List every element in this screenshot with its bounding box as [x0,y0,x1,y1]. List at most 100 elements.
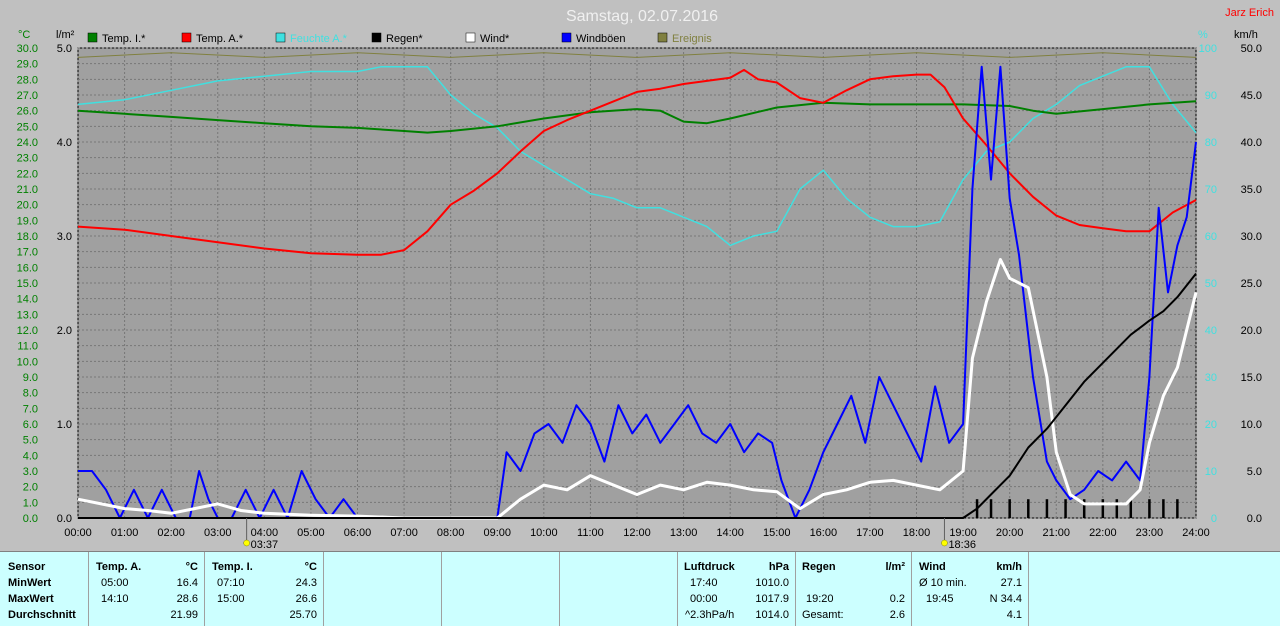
x-tick-label: 16:00 [810,527,838,539]
right-pct-unit: % [1198,29,1208,41]
temp-i-header: Temp. I. [212,561,253,573]
row-label-min: MinWert [8,577,52,589]
legend-swatch [561,32,572,43]
marker-time-label: 18:36 [948,539,976,551]
x-tick-label: 18:00 [903,527,931,539]
temp-tick-label: 22.0 [17,168,38,180]
series-line-windb-en [78,65,1197,519]
series-line-feuchte-a [77,66,1197,247]
temp-a-max: 28.6 [176,593,198,605]
temp-tick-label: 17.0 [17,247,38,259]
temp-i-max: 26.6 [295,593,317,605]
temp-tick-label: 15.0 [17,278,38,290]
axis-labels: 0.0 1.0 2.0 3.0 4.0 5.0 6.0 7.0 8.0 9.0 10.0 11.0 12… [17,43,1262,539]
col-pressure: Luftdruck hPa 17:40 1010.0 00:00 1017.9 … [678,552,796,626]
rain-total-label: Gesamt: [802,609,844,621]
row-label-max: MaxWert [8,593,54,605]
x-tick-label: 19:00 [949,527,977,539]
humidity-tick-label: 100 [1199,43,1217,55]
wind-tick-label: 45.0 [1241,90,1262,102]
wind-tick-label: 15.0 [1241,372,1262,384]
stats-table: Sensor MinWert MaxWert Durchschnitt Temp… [0,551,1280,626]
humidity-tick-label: 40 [1205,325,1217,337]
legend-label: Temp. I.* [102,33,146,45]
temp-tick-label: 28.0 [17,74,38,86]
temp-i-min-time: 07:10 [217,577,245,589]
wind-tick-label: 20.0 [1241,325,1262,337]
temp-tick-label: 26.0 [17,106,38,118]
humidity-tick-label: 10 [1205,466,1217,478]
pressure-max: 1017.9 [755,593,789,605]
temp-tick-label: 19.0 [17,215,38,227]
humidity-tick-label: 80 [1205,137,1217,149]
temp-tick-label: 21.0 [17,184,38,196]
left-temp-unit: °C [18,29,30,41]
rain-unit: l/m² [885,561,905,573]
x-tick-label: 17:00 [856,527,884,539]
pressure-unit: hPa [768,561,789,573]
pressure-min: 1010.0 [755,577,789,589]
x-tick-label: 03:00 [204,527,232,539]
humidity-tick-label: 60 [1205,231,1217,243]
rain-tick-label: 0.0 [57,513,72,525]
legend-label: Wind* [480,33,510,45]
wind-header: Wind [919,561,946,573]
temp-tick-label: 24.0 [17,137,38,149]
pressure-avg: 1014.0 [755,609,789,621]
x-tick-label: 12:00 [623,527,651,539]
rain-tick-label: 1.0 [57,419,72,431]
x-tick-label: 04:00 [251,527,279,539]
pressure-header: Luftdruck [684,561,735,573]
col-empty-3 [560,552,678,626]
x-tick-label: 07:00 [390,527,418,539]
row-label-sensor: Sensor [8,561,46,573]
marker-sun-icon [941,539,948,547]
temp-a-max-time: 14:10 [101,593,129,605]
temp-a-avg: 21.99 [170,609,198,621]
marker-time-label: 03:37 [251,539,279,551]
temp-tick-label: 11.0 [17,341,38,353]
rain-max-time: 19:20 [806,593,834,605]
legend-swatch [371,32,382,43]
wind-max: N 34.4 [989,593,1022,605]
x-tick-label: 14:00 [716,527,744,539]
temp-i-avg: 25.70 [289,609,317,621]
temp-tick-label: 16.0 [17,262,38,274]
temp-tick-label: 0.0 [23,513,38,525]
wind-max-time: 19:45 [926,593,954,605]
temp-tick-label: 7.0 [23,403,38,415]
temp-i-max-time: 15:00 [217,593,245,605]
wind-tick-label: 40.0 [1241,137,1262,149]
x-tick-label: 10:00 [530,527,558,539]
temp-tick-label: 25.0 [17,121,38,133]
temp-tick-label: 14.0 [17,294,38,306]
weather-chart: Samstag, 02.07.2016 Jarz Erich Temp. I.*… [16,7,1274,551]
legend-swatch [465,32,476,43]
col-temp-i: Temp. I. °C 07:10 24.3 15:00 26.6 25.70 [205,552,324,626]
legend-label: Regen* [386,33,423,45]
series-line-regen [78,272,1197,519]
wind-unit: km/h [996,561,1022,573]
legend-label: Ereignis [672,33,712,45]
temp-tick-label: 12.0 [17,325,38,337]
x-tick-label: 22:00 [1089,527,1117,539]
wind-tick-label: 50.0 [1241,43,1262,55]
plot-area [77,47,1197,519]
x-tick-label: 23:00 [1136,527,1164,539]
col-rain: Regen l/m² 19:20 0.2 Gesamt: 2.6 [796,552,912,626]
col-empty-2 [442,552,560,626]
series-line-temp-a [77,68,1197,256]
x-tick-label: 15:00 [763,527,791,539]
temp-tick-label: 10.0 [17,356,38,368]
right-kmh-unit: km/h [1234,29,1258,41]
wind-tick-label: 35.0 [1241,184,1262,196]
legend-swatch [657,32,668,43]
temp-a-min: 16.4 [176,577,198,589]
x-tick-label: 24:00 [1182,527,1210,539]
author-label: Jarz Erich [1225,7,1274,19]
rain-total: 2.6 [889,609,905,621]
x-tick-label: 00:00 [64,527,92,539]
wind-avg10: 27.1 [1000,577,1022,589]
wind-tick-label: 10.0 [1241,419,1262,431]
temp-tick-label: 2.0 [23,482,38,494]
